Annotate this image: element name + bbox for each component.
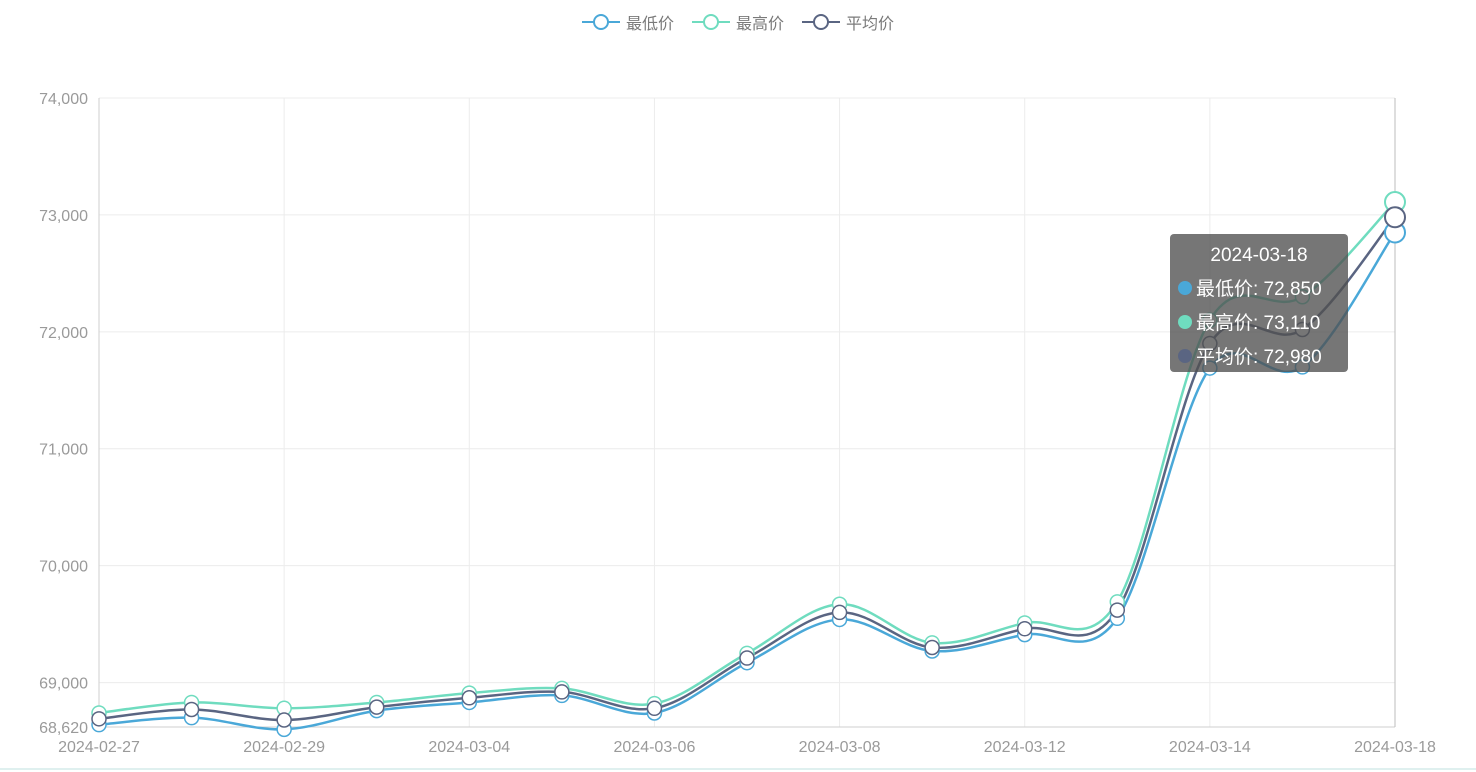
y-tick-label: 68,620	[39, 720, 88, 737]
data-point-series-2-14[interactable]	[1384, 206, 1406, 229]
data-point-series-2-9[interactable]	[924, 639, 940, 656]
tooltip-row-min-price: 最低价: 72,850	[1178, 274, 1348, 301]
legend-max-price-icon	[691, 14, 730, 30]
x-tick-label: 2024-02-29	[243, 739, 325, 756]
data-point-series-2-7[interactable]	[739, 650, 755, 666]
data-point-series-2-5[interactable]	[554, 684, 570, 700]
x-tick-label: 2024-03-06	[614, 739, 696, 756]
data-point-series-2-3[interactable]	[368, 699, 385, 715]
tooltip-max-price-text: 最高价: 73,110	[1196, 313, 1321, 334]
x-tick-label: 2024-03-08	[799, 739, 881, 756]
y-tick-label: 70,000	[39, 559, 88, 576]
x-tick-label: 2024-03-14	[1169, 739, 1251, 756]
bottom-divider	[0, 768, 1476, 770]
legend-label-avg-price: 平均价	[846, 16, 895, 33]
y-tick-label: 69,000	[39, 676, 88, 693]
legend-label-max-price: 最高价	[735, 16, 784, 33]
x-tick-label: 2024-02-27	[58, 739, 140, 756]
tooltip-avg-price-dot	[1178, 348, 1192, 363]
chart-tooltip: 2024-03-18 最低价: 72,850 最高价: 73,110 平均价: …	[1170, 234, 1348, 372]
x-tick-label: 2024-03-12	[984, 739, 1066, 756]
legend-item-max-price[interactable]: 最高价	[691, 8, 784, 36]
data-point-series-2-11[interactable]	[1109, 602, 1126, 618]
y-tick-label: 71,000	[39, 442, 88, 459]
tooltip-date: 2024-03-18	[1210, 245, 1308, 266]
legend-item-min-price[interactable]: 最低价	[581, 8, 674, 36]
data-point-series-2-2[interactable]	[276, 712, 292, 728]
y-tick-label: 73,000	[39, 208, 88, 225]
axis-layer: 68,620 69,000 70,000 71,000 72,000 73,000 74,0…	[39, 91, 1436, 756]
data-point-series-2-0[interactable]	[91, 711, 107, 727]
tooltip-row-avg-price: 平均价: 72,980	[1178, 342, 1348, 369]
tooltip-max-price-dot	[1178, 314, 1192, 329]
data-point-series-2-6[interactable]	[646, 700, 663, 717]
data-point-series-2-4[interactable]	[461, 690, 478, 706]
legend-avg-price-icon	[802, 14, 840, 30]
tooltip-avg-price-text: 平均价: 72,980	[1196, 347, 1322, 368]
data-point-series-2-1[interactable]	[183, 701, 200, 718]
tooltip-min-price-text: 最低价: 72,850	[1196, 279, 1322, 300]
data-point-series-2-10[interactable]	[1016, 621, 1033, 637]
x-tick-label: 2024-03-04	[428, 739, 510, 756]
y-tick-label: 74,000	[39, 91, 88, 108]
data-point-series-2-8[interactable]	[831, 604, 848, 621]
legend-item-avg-price[interactable]: 平均价	[802, 8, 894, 36]
tooltip-row-max-price: 最高价: 73,110	[1178, 308, 1348, 335]
y-tick-label: 72,000	[39, 325, 88, 342]
grid-layer	[99, 97, 1395, 727]
legend-label-min-price: 最低价	[625, 16, 674, 33]
tooltip-min-price-dot	[1178, 280, 1192, 295]
chart-legend: 最低价 最高价 平均价	[0, 8, 1476, 36]
legend-min-price-icon	[581, 14, 620, 30]
x-tick-label: 2024-03-18	[1354, 739, 1436, 756]
